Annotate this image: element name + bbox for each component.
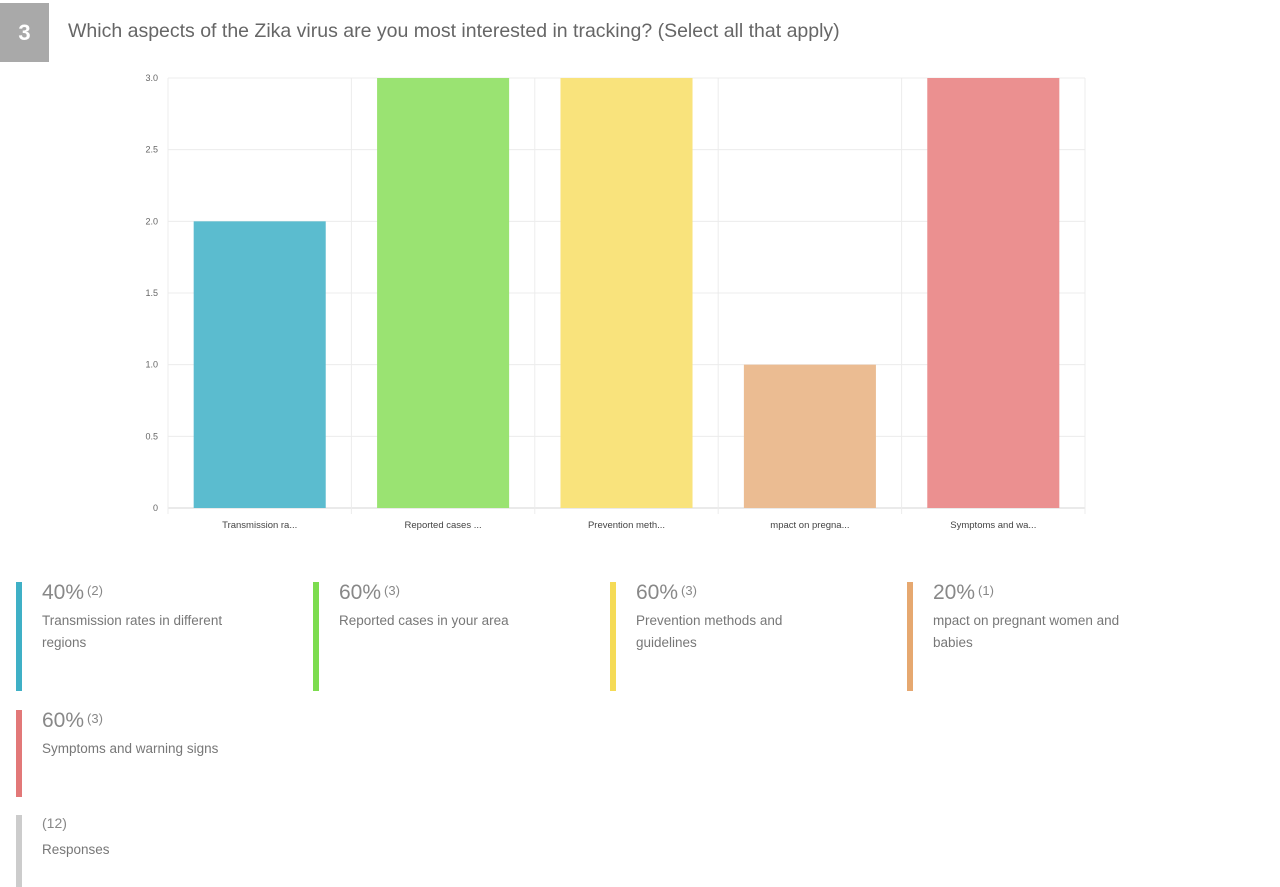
responses-label: Responses — [42, 842, 110, 857]
legend-label: Symptoms and warning signs — [42, 741, 219, 756]
legend-percent: 60% — [339, 581, 382, 604]
y-tick-label: 0 — [153, 503, 158, 513]
legend-item-4: 20% (1) mpact on pregnant women and babie… — [907, 582, 1137, 691]
legend-count: (2) — [87, 583, 103, 598]
legend-label: Prevention methods and guidelines — [636, 613, 783, 650]
legend-label: mpact on pregnant women and babies — [933, 613, 1120, 650]
legend-count: (3) — [384, 583, 400, 598]
x-tick-label: Symptoms and wa... — [950, 520, 1036, 531]
x-tick-label: mpact on pregna... — [770, 520, 849, 531]
bar — [743, 364, 876, 508]
bar — [377, 78, 510, 508]
bar — [927, 78, 1060, 508]
legend-percent: 60% — [42, 709, 85, 732]
responses-summary: (12) Responses — [16, 815, 246, 887]
legend-count: (3) — [681, 583, 697, 598]
bar-chart: 0 0.5 1.0 1.5 2.0 2.5 3.0 Transmission ra... Rep… — [145, 73, 1086, 531]
y-tick-label: 2.0 — [145, 216, 158, 226]
y-tick-label: 0.5 — [145, 431, 158, 441]
question-title: Which aspects of the Zika virus are you … — [68, 20, 840, 42]
legend-percent: 20% — [933, 581, 976, 604]
x-tick-label: Reported cases ... — [405, 520, 482, 531]
bar — [193, 221, 326, 509]
responses-count: (12) — [42, 815, 67, 831]
x-tick-label: Prevention meth... — [588, 520, 665, 531]
legend-item-1: 40% (2) Transmission rates in different r… — [16, 582, 246, 691]
y-tick-label: 1.5 — [145, 288, 158, 298]
legend-item-2: 60% (3) Reported cases in your area — [313, 582, 543, 691]
y-tick-label: 2.5 — [145, 145, 158, 155]
legend-count: (1) — [978, 583, 994, 598]
legend-percent: 60% — [636, 581, 679, 604]
legend-item-3: 60% (3) Prevention methods and guidelines — [610, 582, 840, 691]
y-tick-label: 3.0 — [145, 73, 158, 83]
question-number-badge: 3 — [0, 3, 49, 62]
x-tick-label: Transmission ra... — [222, 520, 297, 531]
legend-percent: 40% — [42, 581, 85, 604]
legend-item-5: 60% (3) Symptoms and warning signs — [16, 710, 246, 797]
y-tick-label: 1.0 — [145, 360, 158, 370]
bar — [560, 78, 693, 508]
legend-count: (3) — [87, 711, 103, 726]
legend-label: Reported cases in your area — [339, 613, 509, 628]
legend-label: Transmission rates in different regions — [42, 613, 223, 650]
